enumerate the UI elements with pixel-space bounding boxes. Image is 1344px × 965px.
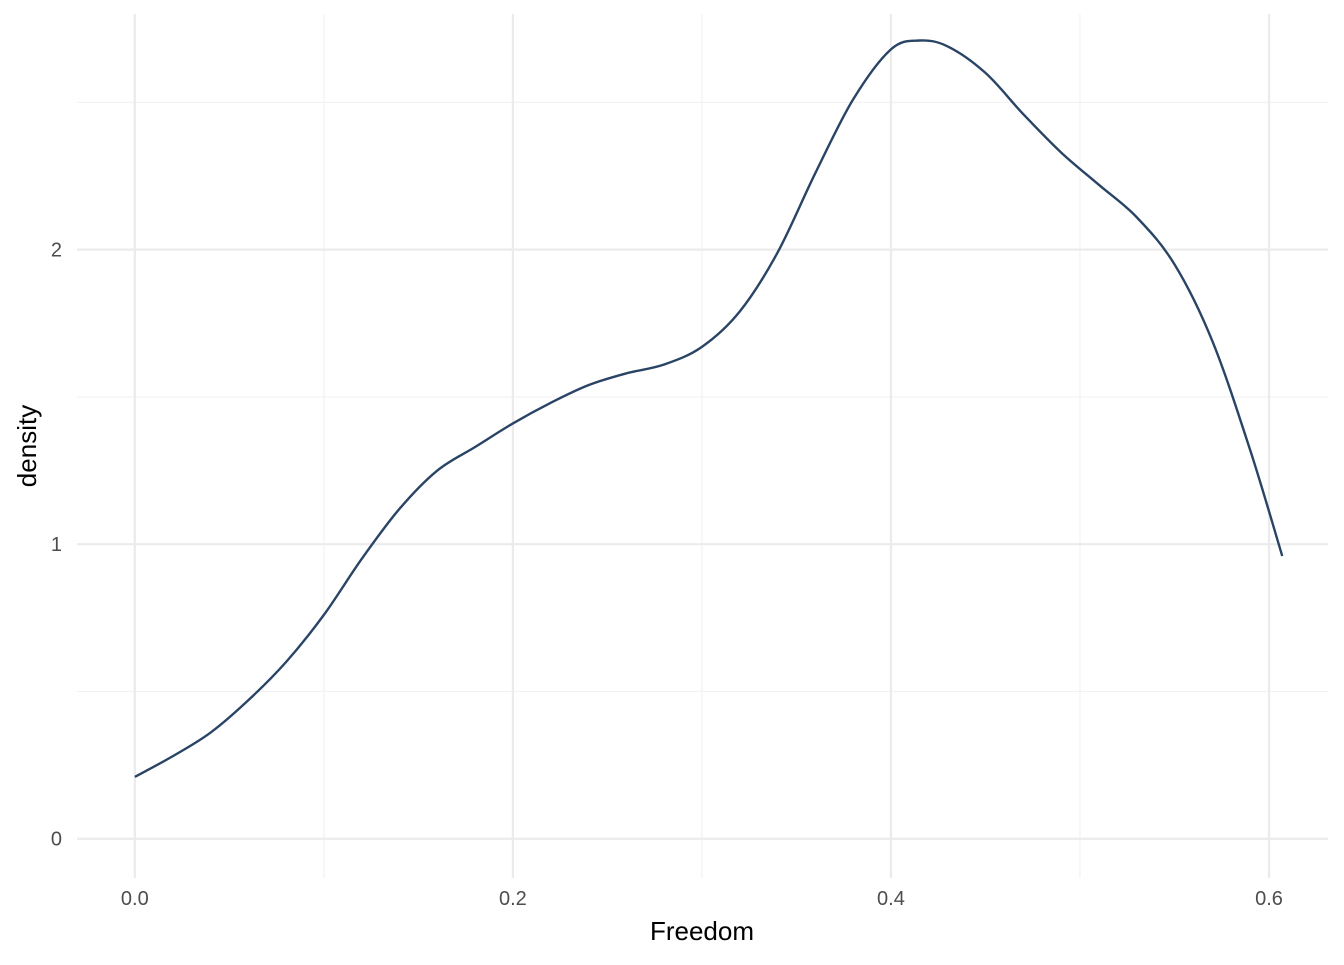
x-axis-title: Freedom [650, 916, 754, 946]
x-tick-label: 0.0 [121, 888, 149, 910]
x-tick-label: 0.6 [1255, 888, 1283, 910]
y-tick-label: 2 [51, 240, 62, 262]
x-tick-label: 0.2 [499, 888, 527, 910]
density-line [134, 39, 1284, 778]
y-axis-title: density [12, 405, 42, 487]
x-tick-label: 0.4 [877, 888, 905, 910]
y-tick-label: 1 [51, 534, 62, 556]
y-tick-label: 0 [51, 829, 62, 851]
y-axis-tick-labels: 0 1 2 [51, 240, 62, 851]
major-gridlines [77, 14, 1328, 878]
minor-gridlines [77, 14, 1328, 878]
series-layer [134, 39, 1284, 778]
x-axis-tick-labels: 0.0 0.2 0.4 0.6 [121, 888, 1283, 910]
